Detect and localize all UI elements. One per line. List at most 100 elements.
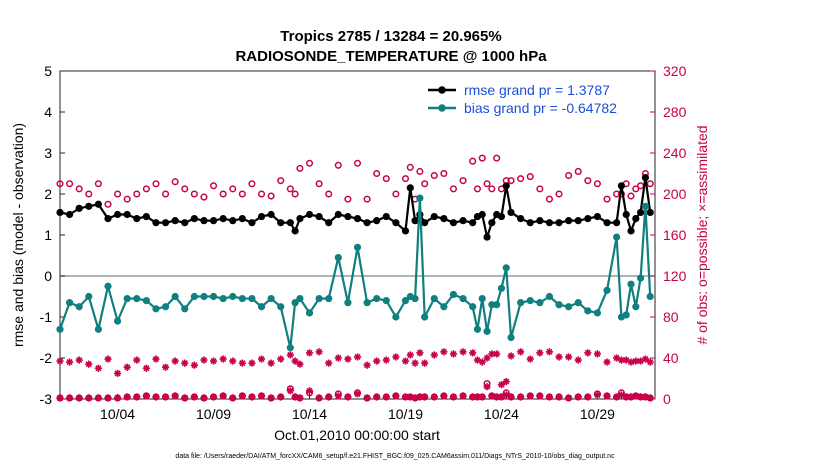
bottom-assimilated-point — [527, 392, 534, 400]
bias-point — [104, 282, 112, 290]
rmse-point — [574, 217, 582, 225]
bottom-assimilated-point — [306, 387, 313, 394]
rmse-point — [56, 208, 64, 217]
rmse-point — [637, 208, 645, 217]
assimilated-obs-point — [335, 354, 342, 362]
possible-obs-point — [497, 185, 506, 193]
bottom-assimilated-point — [407, 393, 414, 401]
assimilated-obs-point — [104, 355, 112, 363]
rmse-point — [248, 219, 256, 227]
x-axis-label: Oct.01,2010 00:00:00 start — [274, 427, 440, 443]
y-tick-label-right: 0 — [663, 391, 671, 407]
bottom-assimilated-point — [296, 394, 304, 402]
assimilated-obs-point — [536, 349, 543, 356]
bottom-assimilated-point — [200, 394, 208, 402]
series-bias — [56, 194, 654, 352]
assimilated-obs-point — [483, 354, 491, 362]
bias-point — [257, 303, 266, 311]
rmse-point — [353, 215, 362, 223]
possible-obs-point — [469, 157, 477, 165]
y-axis-right-label: # of obs: o=possible; ×=assimilated — [694, 125, 710, 344]
possible-obs-point — [430, 172, 438, 180]
assimilated-obs-point — [584, 349, 591, 356]
bottom-assimilated-point — [584, 393, 591, 401]
bottom-assimilated-point — [191, 393, 198, 401]
rmse-point — [229, 217, 237, 225]
bias-point — [430, 294, 438, 303]
assimilated-obs-point — [354, 353, 361, 361]
bias-point — [622, 311, 630, 319]
rmse-point — [267, 210, 275, 219]
rmse-point — [133, 215, 141, 223]
rmse-point — [315, 212, 323, 221]
bias-point — [363, 299, 371, 307]
rmse-point — [65, 210, 74, 219]
bottom-assimilated-point — [220, 392, 227, 400]
possible-obs-point — [66, 180, 74, 188]
y-tick-label-left: -3 — [40, 391, 53, 407]
bias-point — [545, 292, 554, 301]
rmse-point — [277, 219, 285, 227]
possible-obs-point — [123, 195, 131, 203]
series-possible-obs — [56, 154, 654, 208]
bottom-assimilated-point — [56, 394, 64, 402]
bias-point — [315, 294, 323, 303]
possible-obs-point — [401, 175, 410, 183]
bottom-assimilated-point — [555, 393, 563, 401]
possible-obs-point — [104, 200, 112, 208]
bias-point — [411, 294, 419, 303]
assimilated-obs-point — [277, 355, 284, 363]
assimilated-obs-point — [431, 351, 438, 359]
possible-obs-point — [473, 185, 482, 193]
possible-obs-point — [267, 192, 275, 200]
y-tick-label-right: 200 — [663, 186, 687, 202]
possible-obs-point — [483, 180, 491, 188]
assimilated-obs-point — [95, 365, 102, 372]
bias-point — [94, 325, 102, 333]
rmse-point — [286, 219, 294, 227]
rmse-point — [238, 215, 246, 223]
bias-point — [171, 292, 179, 301]
legend-rmse-label: rmse grand pr = 1.3787 — [464, 82, 610, 98]
y-tick-label-right: 280 — [663, 104, 687, 120]
assimilated-obs-point — [459, 348, 467, 355]
assimilated-obs-point — [306, 349, 313, 356]
bottom-assimilated-point — [152, 393, 160, 401]
rmse-point — [497, 212, 506, 221]
bias-point — [190, 292, 198, 301]
series-bottom-obs — [56, 380, 654, 402]
bottom-assimilated-point — [373, 393, 380, 401]
assimilated-obs-point — [229, 357, 236, 365]
possible-obs-point — [545, 195, 553, 203]
rmse-point — [507, 208, 515, 217]
bottom-assimilated-point — [647, 394, 654, 402]
rmse-point — [411, 217, 419, 225]
possible-obs-point — [315, 180, 323, 188]
y-tick-label-right: 240 — [663, 145, 687, 161]
bottom-assimilated-point — [76, 394, 83, 402]
bias-point — [161, 303, 170, 311]
possible-obs-point — [291, 190, 299, 198]
assimilated-obs-point — [546, 348, 553, 355]
bias-point — [65, 299, 74, 307]
x-tick-label: 10/14 — [292, 406, 327, 422]
bias-point — [291, 299, 299, 307]
possible-obs-point — [277, 177, 285, 185]
rmse-point — [142, 212, 150, 221]
bottom-assimilated-point — [354, 390, 361, 397]
rmse-point — [219, 215, 227, 223]
bottom-assimilated-point — [172, 392, 179, 400]
assimilated-obs-point — [258, 355, 265, 363]
rmse-point — [75, 204, 83, 212]
rmse-point — [641, 174, 650, 182]
assimilated-obs-point — [450, 350, 457, 357]
bias-point — [373, 294, 381, 303]
assimilated-obs-point — [296, 361, 304, 368]
bias-point — [632, 303, 640, 311]
bottom-assimilated-point — [143, 392, 150, 400]
possible-obs-point — [363, 195, 371, 203]
x-axis: 10/04 10/09 10/14 10/19 10/24 10/29 — [100, 394, 615, 422]
assimilated-obs-point — [411, 360, 419, 367]
possible-obs-point — [133, 190, 141, 198]
